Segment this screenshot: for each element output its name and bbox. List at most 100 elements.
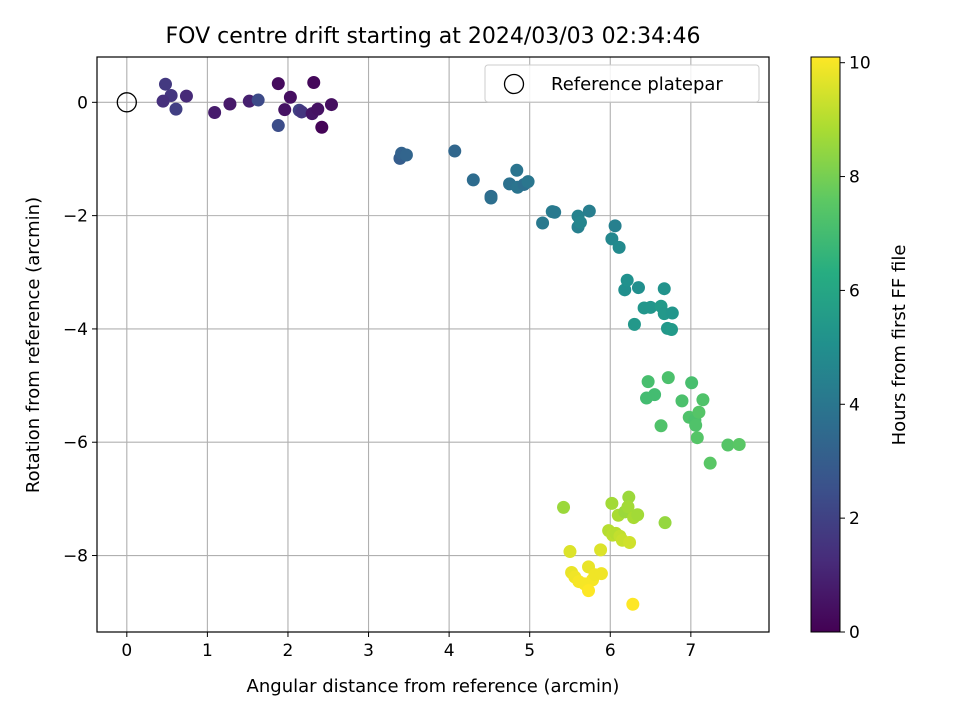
data-point [661, 371, 675, 385]
data-point [582, 584, 596, 598]
data-point [721, 438, 735, 452]
x-tick-label: 1 [202, 641, 213, 661]
colorbar-tick-label: 10 [849, 54, 871, 74]
colorbar-tick-label: 0 [849, 623, 860, 643]
x-tick-label: 0 [121, 641, 132, 661]
data-point [658, 516, 672, 530]
data-point [548, 205, 562, 219]
data-point [278, 103, 292, 117]
data-point [665, 306, 679, 320]
legend-box [484, 64, 760, 103]
data-point [283, 90, 297, 104]
data-point [654, 419, 668, 433]
x-axis-label: Angular distance from reference (arcmin) [247, 676, 620, 697]
data-point [582, 204, 596, 218]
colorbar-gradient [810, 56, 841, 633]
data-point [690, 431, 704, 445]
data-point [703, 456, 717, 470]
data-point [648, 388, 662, 402]
plot-frame [96, 56, 770, 633]
data-point [622, 490, 636, 504]
data-point [557, 500, 571, 514]
scatter-points [156, 75, 746, 611]
x-tick-label: 3 [363, 641, 374, 661]
data-point [169, 102, 183, 116]
legend-marker [503, 73, 525, 95]
y-tick-label: −6 [63, 433, 88, 453]
data-point [631, 508, 645, 522]
data-point [311, 102, 325, 116]
data-point [623, 535, 637, 549]
data-point [665, 322, 679, 336]
y-tick-label: −8 [63, 547, 88, 567]
data-point [657, 282, 671, 296]
y-tick-label: −2 [63, 207, 88, 227]
y-tick-label: −4 [63, 320, 88, 340]
data-point [307, 75, 321, 89]
data-point [594, 567, 608, 581]
data-point [612, 240, 626, 254]
data-point [448, 144, 462, 158]
data-point [631, 281, 645, 295]
data-point [627, 317, 641, 331]
data-point [158, 77, 172, 91]
data-point [594, 543, 608, 557]
x-tick-label: 5 [524, 641, 535, 661]
data-point [156, 94, 170, 108]
data-point [563, 545, 577, 559]
data-point [689, 418, 703, 432]
grid-lines [97, 57, 769, 632]
data-point [641, 375, 655, 389]
data-point [179, 89, 193, 103]
data-point [295, 105, 309, 119]
reference-marker-group [116, 92, 137, 113]
data-point [620, 273, 634, 287]
x-tick-label: 7 [685, 641, 696, 661]
legend: Reference platepar [484, 64, 760, 103]
data-point [208, 106, 222, 120]
x-tick-label: 2 [283, 641, 294, 661]
data-point [315, 120, 329, 134]
y-axis-label: Rotation from reference (arcmin) [23, 197, 44, 493]
data-point [573, 215, 587, 229]
data-point [223, 97, 237, 111]
colorbar-tick-label: 2 [849, 509, 860, 529]
data-point [692, 405, 706, 419]
data-point [608, 219, 622, 233]
data-point [685, 376, 699, 390]
y-axis-ticks: 0 −2 −4 −6 −8 [63, 93, 97, 567]
data-point [605, 232, 619, 246]
data-point [605, 496, 619, 510]
data-point [521, 175, 535, 189]
colorbar-label: Hours from first FF file [889, 245, 910, 446]
data-point [271, 77, 285, 91]
reference-platepar-marker [116, 92, 137, 113]
x-tick-label: 6 [605, 641, 616, 661]
x-tick-label: 4 [444, 641, 455, 661]
data-point [484, 191, 498, 205]
data-point [466, 173, 480, 187]
data-point [399, 148, 413, 162]
legend-label: Reference platepar [551, 74, 723, 95]
chart-title: FOV centre drift starting at 2024/03/03 … [166, 24, 701, 49]
data-point [626, 597, 640, 611]
x-axis-ticks: 0 1 2 3 4 5 6 7 [121, 632, 696, 661]
data-point [324, 98, 338, 112]
data-point [621, 500, 635, 514]
data-point [251, 93, 265, 107]
colorbar-ticks: 0 2 4 6 8 10 [840, 54, 871, 643]
colorbar-tick-label: 8 [849, 168, 860, 188]
colorbar: 0 2 4 6 8 10 Hours from first FF file [810, 54, 910, 643]
data-point [696, 393, 710, 407]
data-point [644, 300, 658, 314]
colorbar-tick-label: 4 [849, 395, 860, 415]
data-point [675, 394, 689, 408]
data-point [536, 216, 550, 230]
data-point [732, 437, 746, 451]
colorbar-tick-label: 6 [849, 281, 860, 301]
data-point [271, 119, 285, 133]
y-tick-label: 0 [77, 93, 88, 113]
data-point [510, 163, 524, 177]
